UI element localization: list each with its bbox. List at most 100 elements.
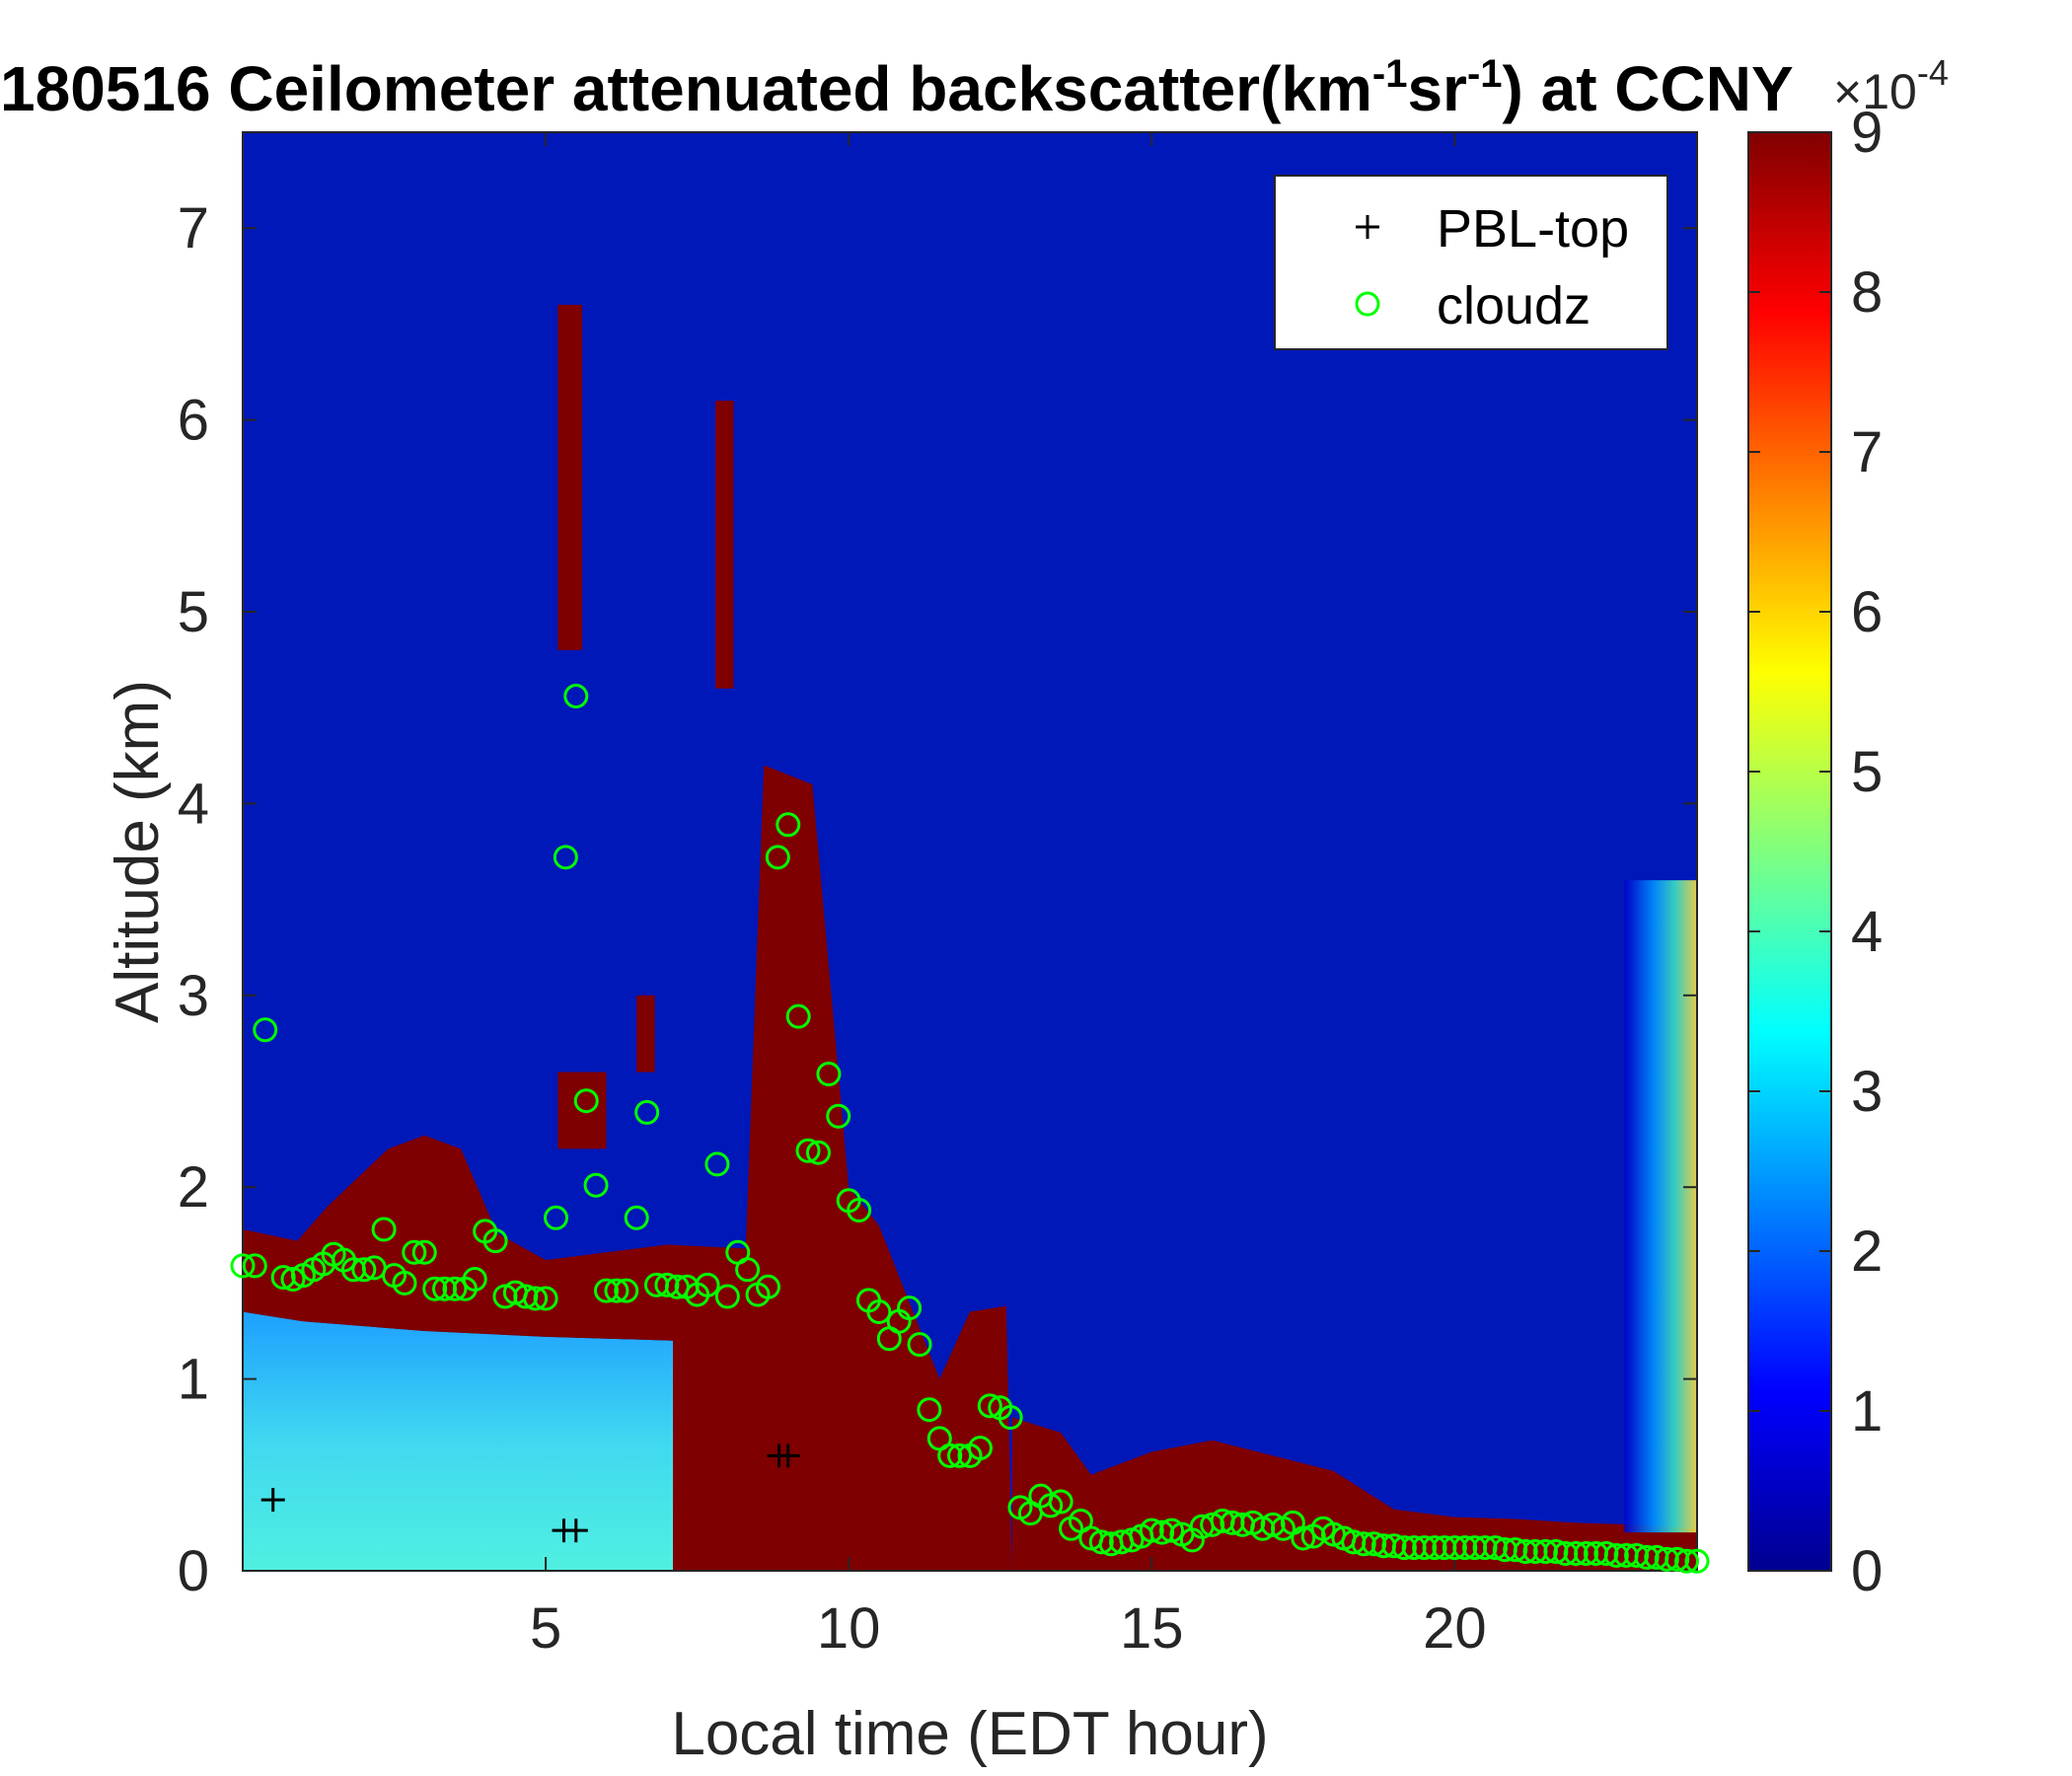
cloudz-point	[805, 1140, 831, 1165]
colorbar-tick-label: 9	[1851, 101, 1883, 165]
cloudz-point	[1513, 1539, 1538, 1565]
cloudz-point	[411, 1239, 437, 1265]
cloudz-point	[1200, 1512, 1225, 1537]
y-tick-label: 3	[178, 964, 209, 1028]
cloudz-point	[1452, 1535, 1478, 1561]
y-tick-label: 4	[178, 772, 209, 836]
cloudz-point	[1574, 1541, 1599, 1567]
cloudz-point	[826, 1103, 851, 1129]
x-tick-label: 10	[817, 1596, 881, 1661]
colorbar-tick-label: 1	[1851, 1379, 1883, 1443]
cloudz-point	[1381, 1533, 1407, 1559]
legend-label-cloudz: cloudz	[1437, 276, 1591, 335]
legend-label-pbl-top: PBL-top	[1437, 199, 1629, 259]
cloudz-point	[253, 1017, 278, 1043]
cloudz-point	[624, 1205, 649, 1230]
y-tick-label: 7	[178, 196, 209, 260]
pbl-top-point	[563, 1518, 588, 1543]
y-tick-label: 0	[178, 1539, 209, 1603]
cloudz-point	[1674, 1548, 1700, 1574]
colorbar-tick-label: 7	[1851, 420, 1883, 484]
legend-marker-cloudz	[1355, 291, 1380, 317]
cloudz-point	[1048, 1489, 1073, 1515]
cloudz-point	[1351, 1531, 1376, 1557]
plot-frame	[242, 131, 1698, 1572]
cloudz-point	[523, 1286, 549, 1311]
colorbar-tick-label: 6	[1851, 580, 1883, 644]
cloudz-point	[544, 1205, 569, 1230]
cloudz-point	[533, 1286, 558, 1311]
cloudz-point	[604, 1278, 629, 1303]
cloudz-point	[977, 1393, 1002, 1419]
x-axis: 5 10 15 20	[530, 132, 1487, 1661]
colorbar-tick-label: 0	[1851, 1539, 1883, 1603]
cloudz-point	[1362, 1531, 1387, 1557]
x-tick-label: 15	[1120, 1596, 1184, 1661]
cloudz-point	[513, 1284, 539, 1309]
cloudz-point	[907, 1332, 932, 1358]
cloudz-point	[573, 1088, 599, 1114]
cloudz-point	[1624, 1542, 1650, 1568]
cloudz-point	[1472, 1535, 1498, 1561]
cloudz-point	[1149, 1519, 1175, 1545]
cloudz-point	[917, 1397, 942, 1423]
cloudz-point	[1684, 1548, 1710, 1574]
colorbar-exponent: ×10-4	[1833, 52, 1949, 119]
cloudz-point	[795, 1138, 821, 1163]
cloudz-point	[704, 1151, 730, 1177]
cloudz-point	[270, 1265, 296, 1291]
cloudz-point	[735, 1257, 761, 1283]
cloud-column-1	[557, 304, 582, 650]
x-axis-label: Local time (EDT hour)	[671, 1700, 1268, 1768]
cloudz-point	[1532, 1539, 1558, 1565]
cloudz-point	[242, 1253, 267, 1279]
cloudz-point	[1563, 1541, 1589, 1567]
cloudz-point	[695, 1272, 720, 1297]
late-aerosol-plume	[1624, 880, 1697, 1533]
cloudz-point	[765, 845, 790, 870]
cloudz-point	[1543, 1539, 1569, 1565]
cloudz-point	[785, 1003, 811, 1029]
cloudz-point	[1391, 1535, 1417, 1561]
cloudz-point	[563, 684, 589, 709]
residual-layer	[243, 765, 1012, 1571]
cloud-column-2	[715, 401, 734, 689]
cloudz-point	[583, 1172, 609, 1198]
cloudz-point	[998, 1404, 1023, 1430]
colorbar-ticks: 0 1 2 3 4 5 6 7 8 9	[1748, 101, 1883, 1603]
cloudz-point	[351, 1257, 377, 1283]
y-tick-label: 1	[178, 1348, 209, 1412]
backscatter-heatmap	[243, 132, 1697, 1571]
colorbar-gradient	[1747, 131, 1832, 1572]
cloudz-point	[371, 1217, 397, 1242]
y-axis-label: Altitude (km)	[104, 680, 172, 1023]
pbl-top-point	[776, 1443, 800, 1468]
cloudz-point	[392, 1270, 417, 1295]
cloudz-point	[1482, 1535, 1508, 1561]
cloudz-point	[847, 1198, 872, 1223]
cloudz-point	[937, 1443, 963, 1468]
legend: PBL-top cloudz	[1274, 175, 1668, 350]
legend-marker-pbl-top	[1356, 215, 1379, 239]
cloudz-point	[1654, 1546, 1679, 1572]
cloudz-point	[482, 1228, 508, 1254]
cloudz-point	[1159, 1517, 1185, 1543]
colorbar-tick-label: 3	[1851, 1060, 1883, 1124]
colorbar-tick-label: 5	[1851, 740, 1883, 804]
cloudz-point	[634, 1099, 660, 1125]
cloudz-point	[462, 1267, 487, 1293]
cloudz-point	[776, 812, 801, 838]
colorbar-tick-label: 2	[1851, 1220, 1883, 1284]
cloudz-point	[866, 1299, 892, 1325]
chart-title: 180516 Ceilometer attenuated backscatter…	[0, 52, 1794, 124]
cloudz-point	[1038, 1493, 1064, 1518]
cloudz-point	[816, 1062, 842, 1087]
y-tick-label: 5	[178, 580, 209, 644]
cloudz-point	[947, 1443, 973, 1468]
colorbar-tick-label: 8	[1851, 260, 1883, 325]
y-tick-label: 6	[178, 389, 209, 453]
cloudz-point	[614, 1278, 639, 1303]
cloudz-point	[1291, 1525, 1316, 1551]
cloudz-point	[1442, 1535, 1467, 1561]
